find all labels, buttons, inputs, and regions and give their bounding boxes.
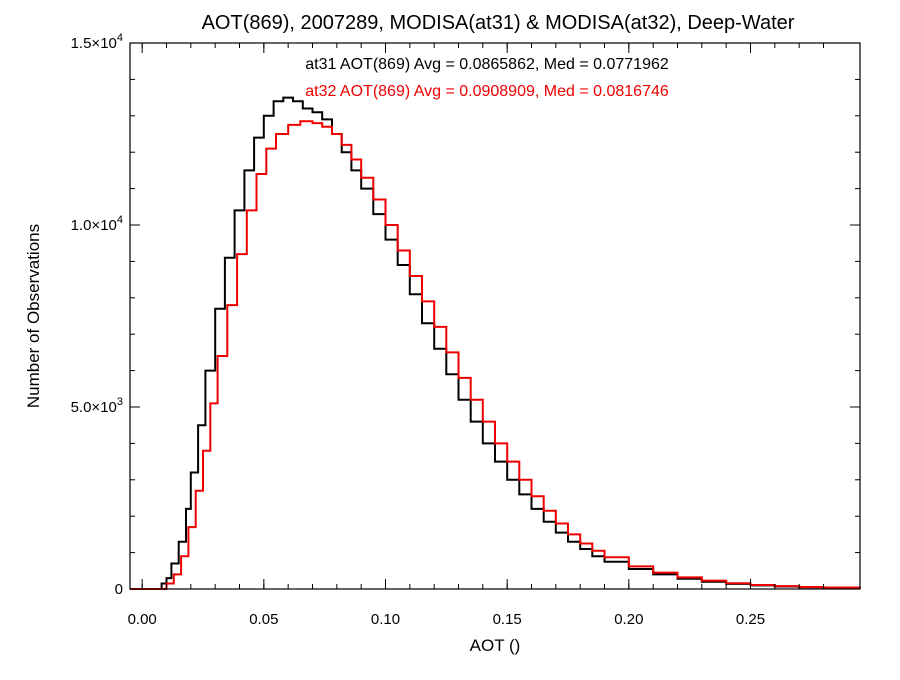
x-tick-label: 0.05 <box>249 611 278 628</box>
y-tick-label: 0 <box>115 581 123 598</box>
chart-title: AOT(869), 2007289, MODISA(at31) & MODISA… <box>202 12 795 34</box>
y-tick-exponent: 4 <box>117 32 123 44</box>
y-axis-label: Number of Observations <box>24 224 43 408</box>
series-line-at31 <box>130 96 861 590</box>
x-tick-label: 0.00 <box>128 611 157 628</box>
x-tick-label: 0.20 <box>614 611 643 628</box>
y-tick-label: 1.5×104 <box>71 32 123 52</box>
x-tick-label: 0.15 <box>493 611 522 628</box>
plot-frame <box>129 42 861 590</box>
stats-annotation-at32: at32 AOT(869) Avg = 0.0908909, Med = 0.0… <box>305 83 669 100</box>
y-tick-exponent: 3 <box>117 396 123 408</box>
x-axis-label: AOT () <box>470 636 521 655</box>
x-tick-label: 0.25 <box>736 611 765 628</box>
x-tick-label: 0.10 <box>371 611 400 628</box>
series-line-at32 <box>130 120 861 590</box>
stats-annotation-at31: at31 AOT(869) Avg = 0.0865862, Med = 0.0… <box>305 56 669 73</box>
y-tick-label: 5.0×103 <box>71 396 123 416</box>
y-tick-label: 1.0×104 <box>71 214 123 234</box>
y-tick-exponent: 4 <box>117 214 123 226</box>
